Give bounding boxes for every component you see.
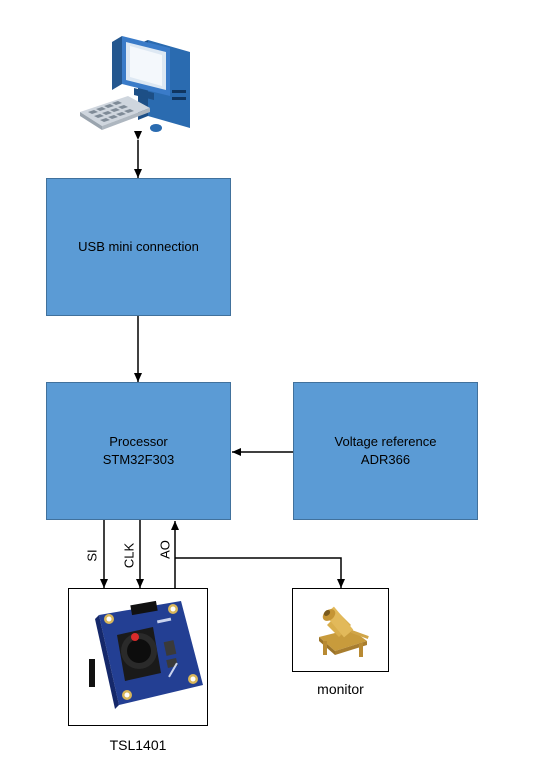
usb-label: USB mini connection — [78, 239, 199, 254]
voltage-reference-label: Voltage reference — [334, 434, 437, 449]
usb-block: USB mini connection — [46, 178, 231, 316]
voltage-reference-part: ADR366 — [360, 452, 411, 467]
signal-clk-label: CLK — [121, 542, 137, 569]
monitor-caption: monitor — [317, 681, 364, 697]
sma-connector — [319, 606, 369, 657]
tsl1401-sensor-board — [89, 600, 203, 709]
signal-ao-label: AO — [157, 540, 173, 559]
processor-label: Processor — [109, 434, 168, 449]
ao-monitor-line — [175, 557, 345, 588]
monitor-frame — [292, 588, 389, 672]
desktop-computer-icon — [80, 36, 190, 132]
voltage-reference-block: Voltage reference ADR366 — [293, 382, 478, 520]
sensor-caption: TSL1401 — [109, 737, 167, 753]
processor-block: Processor STM32F303 — [46, 382, 231, 520]
signal-si-label: SI — [84, 549, 100, 562]
processor-part: STM32F303 — [102, 452, 175, 467]
sensor-frame — [68, 588, 208, 726]
